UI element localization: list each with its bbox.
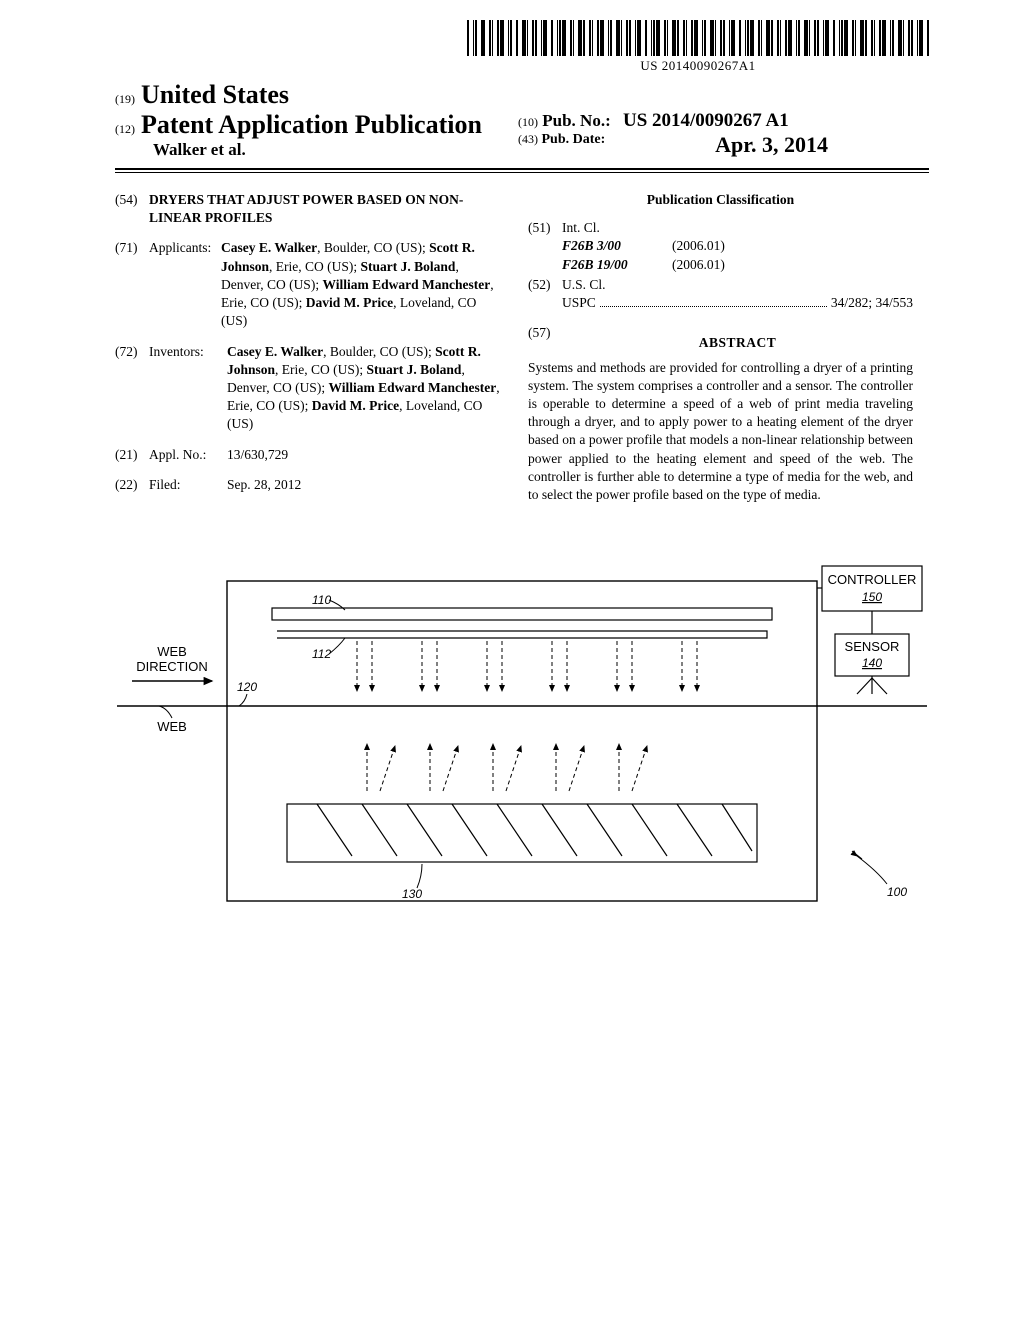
person-name: William Edward Manchester [322, 277, 490, 292]
field-num: (71) [115, 239, 149, 330]
field-72-inventors: (72) Inventors: Casey E. Walker, Boulder… [115, 343, 500, 434]
controller-label: CONTROLLER [828, 572, 917, 587]
biblio-right-column: Publication Classification (51) Int. Cl.… [528, 191, 913, 506]
web-label: WEB [157, 719, 187, 734]
code-10: (10) [518, 115, 538, 129]
uspc-primary: 34/282 [831, 295, 869, 310]
field-label: Applicants: [149, 239, 221, 330]
field-num: (57) [528, 324, 562, 358]
filing-date: Sep. 28, 2012 [227, 476, 500, 494]
field-num: (21) [115, 446, 149, 464]
controller-num: 150 [862, 590, 882, 604]
person-loc: , Boulder, CO (US); [323, 344, 435, 359]
person-name: David M. Price [312, 398, 399, 413]
biblio-left-column: (54) DRYERS THAT ADJUST POWER BASED ON N… [115, 191, 500, 506]
field-label: Inventors: [149, 343, 227, 434]
divider-thin [115, 172, 929, 173]
pubdate-label: Pub. Date: [542, 132, 606, 147]
header-right: (10) Pub. No.: US 2014/0090267 A1 (43) P… [518, 110, 828, 158]
applicants-list: Casey E. Walker, Boulder, CO (US); Scott… [221, 239, 500, 330]
barcode-graphic [467, 20, 929, 56]
uspc-secondary: ; 34/553 [868, 295, 913, 310]
publication-type: Patent Application Publication [141, 110, 482, 140]
field-num: (51) [528, 219, 562, 274]
person-name: Casey E. Walker [227, 344, 323, 359]
person-name: Stuart J. Boland [361, 259, 456, 274]
code-12: (12) [115, 122, 135, 137]
ref-100: 100 [887, 885, 907, 899]
uspc-label: USPC [562, 294, 596, 312]
person-loc: , Erie, CO (US); [269, 259, 361, 274]
field-label: Filed: [149, 476, 227, 494]
field-21-applno: (21) Appl. No.: 13/630,729 [115, 446, 500, 464]
code-43: (43) [518, 132, 538, 146]
person-name: Stuart J. Boland [367, 362, 462, 377]
field-71-applicants: (71) Applicants: Casey E. Walker, Boulde… [115, 239, 500, 330]
figure-svg: CONTROLLER 150 SENSOR 140 110 112 [117, 546, 927, 946]
classification-heading: Publication Classification [528, 191, 913, 209]
ref-112: 112 [312, 647, 331, 661]
ref-130: 130 [402, 887, 422, 901]
person-name: William Edward Manchester [328, 380, 496, 395]
code-19: (19) [115, 92, 135, 107]
field-51-intcl: (51) Int. Cl. F26B 3/00(2006.01) F26B 19… [528, 219, 913, 274]
uscl-label: U.S. Cl. [562, 276, 913, 294]
field-54-title: (54) DRYERS THAT ADJUST POWER BASED ON N… [115, 191, 500, 227]
publication-date: Apr. 3, 2014 [715, 132, 828, 158]
figure-1: CONTROLLER 150 SENSOR 140 110 112 [115, 546, 929, 946]
pubno-label: Pub. No.: [542, 111, 610, 130]
person-loc: , Boulder, CO (US); [317, 240, 429, 255]
sensor-label: SENSOR [845, 639, 900, 654]
ref-120: 120 [237, 680, 257, 694]
intcl-year: (2006.01) [672, 256, 725, 274]
person-loc: , Erie, CO (US); [275, 362, 367, 377]
field-52-uscl: (52) U.S. Cl. USPC 34/282; 34/553 [528, 276, 913, 312]
web-direction-label-2: DIRECTION [136, 659, 208, 674]
field-num: (72) [115, 343, 149, 434]
intcl-code: F26B 3/00 [562, 237, 672, 255]
field-num: (52) [528, 276, 562, 312]
person-name: David M. Price [306, 295, 393, 310]
inventors-list: Casey E. Walker, Boulder, CO (US); Scott… [227, 343, 500, 434]
field-num: (22) [115, 476, 149, 494]
sensor-num: 140 [862, 656, 882, 670]
bibliographic-section: (54) DRYERS THAT ADJUST POWER BASED ON N… [115, 191, 929, 506]
publication-number: US 2014/0090267 A1 [623, 110, 789, 131]
person-name: Casey E. Walker [221, 240, 317, 255]
barcode-region: US 20140090267A1 [467, 20, 929, 74]
barcode-text: US 20140090267A1 [467, 58, 929, 74]
application-number: 13/630,729 [227, 446, 500, 464]
intcl-label: Int. Cl. [562, 219, 913, 237]
field-22-filed: (22) Filed: Sep. 28, 2012 [115, 476, 500, 494]
web-direction-label-1: WEB [157, 644, 187, 659]
country: United States [141, 80, 289, 110]
ref-110: 110 [312, 593, 331, 607]
divider-thick [115, 168, 929, 170]
field-num: (54) [115, 191, 149, 227]
intcl-year: (2006.01) [672, 237, 725, 255]
uspc-leader-dots [600, 306, 827, 307]
abstract-text: Systems and methods are provided for con… [528, 359, 913, 505]
invention-title: DRYERS THAT ADJUST POWER BASED ON NON-LI… [149, 191, 500, 227]
abstract-heading: ABSTRACT [562, 334, 913, 352]
intcl-code: F26B 19/00 [562, 256, 672, 274]
field-label: Appl. No.: [149, 446, 227, 464]
